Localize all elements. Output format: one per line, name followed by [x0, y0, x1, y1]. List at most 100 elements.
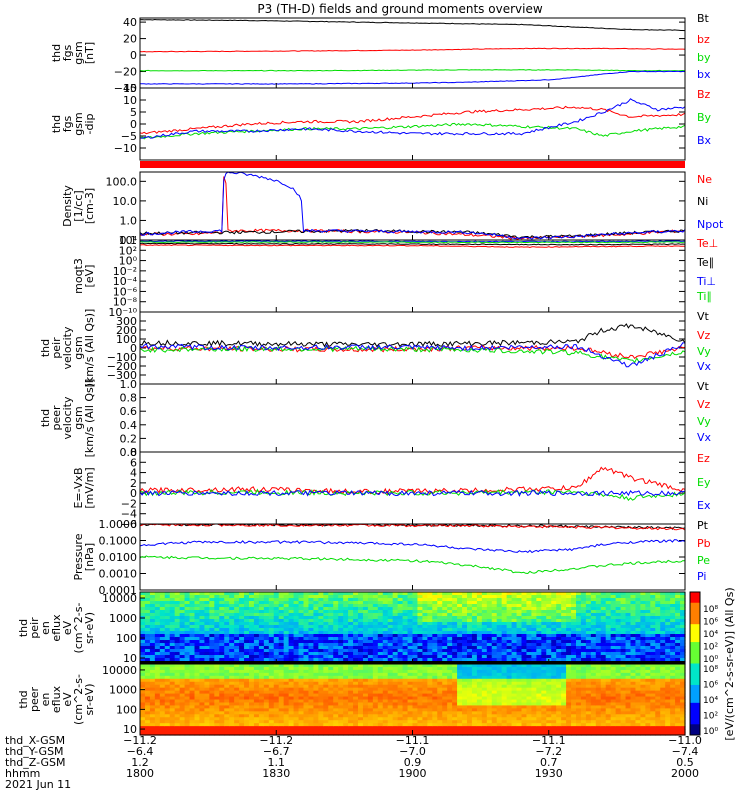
spectrogram-cell [164, 634, 171, 638]
spectrogram-cell [610, 592, 617, 596]
spectrogram-cell [536, 714, 542, 718]
spectrogram-cell [362, 595, 369, 599]
spectrogram-cell [516, 720, 523, 724]
spectrogram-cell [174, 625, 181, 629]
spectrogram-cell [293, 643, 300, 647]
y-axis-label: E=-VxB[mV/m] [72, 467, 96, 508]
spectrogram-cell [442, 690, 448, 695]
spectrogram-cell [278, 699, 285, 704]
spectrogram-cell [467, 732, 473, 736]
spectrogram-cell [640, 652, 646, 656]
spectrogram-cell [204, 610, 210, 614]
spectrogram-cell [481, 604, 488, 608]
spectrogram-cell [367, 702, 374, 707]
spectrogram-cell [645, 637, 651, 641]
spectrogram-cell [476, 669, 483, 674]
spectrogram-cell [258, 714, 265, 718]
spectrogram-cell [432, 687, 438, 692]
spectrogram-cell [392, 622, 399, 626]
spectrogram-cell [268, 649, 275, 653]
spectrogram-cell [377, 672, 384, 677]
spectrogram-cell [442, 592, 448, 596]
spectrogram-cell [526, 649, 532, 653]
spectrogram-cell [531, 640, 537, 644]
spectrogram-cell [407, 717, 414, 721]
spectrogram-cell [541, 622, 547, 626]
spectrogram-cell [486, 622, 493, 626]
spectrogram-cell [353, 655, 359, 659]
spectrogram-cell [521, 655, 528, 659]
spectrogram-cell [571, 622, 577, 626]
spectrogram-cell [362, 625, 369, 629]
spectrogram-cell [229, 649, 235, 653]
spectrogram-cell [199, 637, 205, 641]
spectrogram-cell [377, 658, 384, 662]
spectrogram-cell [367, 616, 374, 620]
spectrogram-cell [234, 717, 240, 721]
spectrogram-cell [506, 604, 513, 608]
spectrogram-cell [387, 658, 394, 662]
spectrogram-cell [680, 640, 686, 644]
spectrogram-cell [229, 669, 235, 674]
spectrogram-cell [491, 696, 498, 701]
spectrogram-cell [457, 726, 463, 730]
spectrogram-cell [462, 607, 468, 611]
spectrogram-cell [471, 598, 478, 602]
spectrogram-cell [462, 687, 468, 692]
spectrogram-cell [675, 607, 681, 611]
spectrogram-cell [323, 634, 329, 638]
spectrogram-cell [615, 595, 622, 599]
spectrogram-cell [293, 625, 300, 629]
spectrogram-cell [412, 622, 419, 626]
spectrogram-cell [392, 690, 399, 695]
spectrogram-cell [442, 693, 448, 698]
spectrogram-cell [610, 625, 617, 629]
spectrogram-cell [675, 658, 681, 662]
spectrogram-cell [184, 616, 191, 620]
spectrogram-cell [635, 613, 641, 617]
spectrogram-cell [571, 640, 577, 644]
spectrogram-cell [174, 607, 181, 611]
spectrogram-cell [229, 619, 235, 623]
spectrogram-cell [140, 625, 146, 629]
spectrogram-cell [452, 687, 458, 692]
spectrogram-cell [273, 702, 280, 707]
spectrogram-cell [313, 601, 319, 605]
spectrogram-cell [496, 726, 503, 730]
spectrogram-cell [462, 628, 468, 632]
spectrogram-cell [258, 684, 265, 689]
spectrogram-cell [199, 690, 205, 695]
spectrogram-cell [521, 693, 528, 698]
y-tick-label: 0 [130, 49, 137, 62]
spectrogram-cell [204, 664, 210, 668]
spectrogram-cell [551, 696, 557, 701]
series-line-Pi [139, 539, 686, 554]
spectrogram-cell [576, 619, 582, 623]
spectrogram-cell [412, 616, 419, 620]
spectrogram-cell [283, 666, 290, 671]
spectrogram-cell [258, 664, 265, 668]
spectrogram-cell [298, 669, 305, 674]
y-tick-label: 10² [119, 244, 137, 257]
spectrogram-cell [476, 729, 483, 733]
spectrogram-cell [353, 675, 359, 680]
spectrogram-cell [457, 631, 463, 635]
spectrogram-cell [556, 601, 562, 605]
spectrogram-cell [655, 619, 661, 623]
spectrogram-cell [615, 640, 622, 644]
spectrogram-cell [561, 601, 567, 605]
spectrogram-cell [179, 601, 186, 605]
spectrogram-cell [382, 732, 389, 736]
spectrogram-cell [437, 607, 443, 611]
spectrogram-cell [387, 655, 394, 659]
spectrogram-cell [600, 622, 607, 626]
spectrogram-cell [427, 696, 433, 701]
spectrogram-cell [640, 604, 646, 608]
spectrogram-cell [447, 696, 453, 701]
spectrogram-cell [328, 598, 334, 602]
spectrogram-cell [249, 714, 255, 718]
spectrogram-cell [308, 714, 314, 718]
spectrogram-cell [397, 610, 404, 614]
spectrogram-cell [526, 666, 532, 671]
spectrogram-cell [367, 601, 374, 605]
